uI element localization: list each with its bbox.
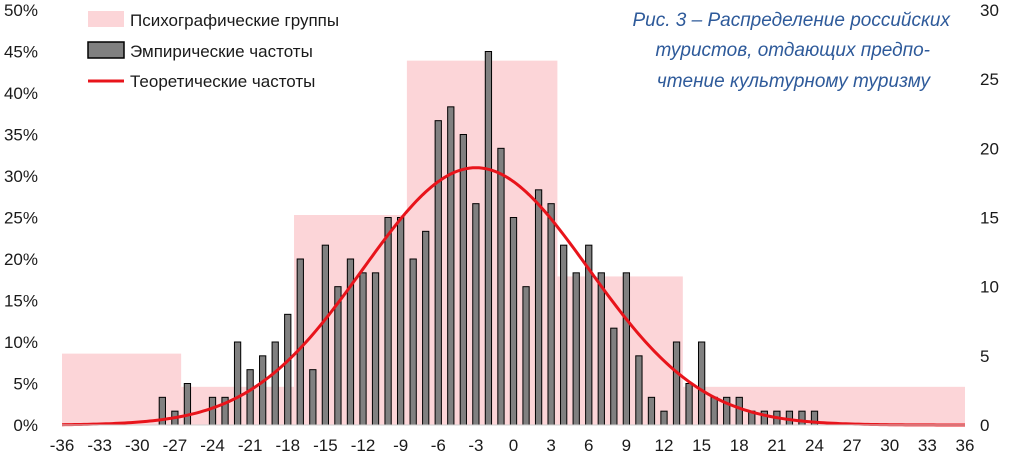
- y-left-tick-label: 10%: [4, 333, 38, 352]
- x-tick-label: -3: [468, 436, 483, 455]
- empirical-bar: [246, 369, 254, 426]
- x-tick-label: 9: [622, 436, 631, 455]
- empirical-bar: [622, 272, 631, 426]
- empirical-bar: [660, 410, 668, 426]
- empirical-bar: [509, 217, 518, 426]
- y-right-tick-label: 15: [980, 209, 999, 228]
- empirical-bar: [396, 217, 405, 426]
- empirical-bar: [422, 230, 430, 426]
- y-left-tick-label: 20%: [4, 250, 38, 269]
- empirical-bar: [359, 272, 367, 426]
- y-left-tick-label: 15%: [4, 292, 38, 311]
- y-left-tick-label: 30%: [4, 167, 38, 186]
- x-tick-label: -33: [87, 436, 112, 455]
- empirical-bar: [534, 189, 543, 426]
- empirical-bar: [434, 120, 442, 426]
- y-right-tick-label: 10: [980, 278, 999, 297]
- empirical-bar: [560, 244, 568, 426]
- y-left-tick-label: 5%: [13, 375, 38, 394]
- empirical-bar: [447, 106, 455, 426]
- legend-label-empirical: Эмпирические частоты: [130, 42, 313, 61]
- legend-swatch-groups: [88, 11, 124, 27]
- empirical-bar: [371, 272, 380, 426]
- empirical-bar: [697, 341, 706, 426]
- x-tick-label: -24: [200, 436, 225, 455]
- empirical-bar: [459, 134, 467, 426]
- x-tick-label: -15: [313, 436, 338, 455]
- x-tick-label: -30: [125, 436, 150, 455]
- y-left-tick-label: 50%: [4, 1, 38, 20]
- empirical-bar: [472, 203, 480, 426]
- empirical-bar: [208, 396, 217, 426]
- legend: Психографические группы Эмпирические час…: [87, 11, 339, 91]
- empirical-bar: [384, 217, 392, 426]
- empirical-bar: [183, 383, 192, 426]
- x-tick-label: 36: [956, 436, 975, 455]
- y-left-tick-label: 45%: [4, 43, 38, 62]
- x-tick-label: 3: [546, 436, 555, 455]
- x-tick-label: 24: [805, 436, 824, 455]
- y-right-tick-label: 20: [980, 139, 999, 158]
- x-tick-label: 12: [655, 436, 674, 455]
- y-right-tick-label: 5: [980, 347, 989, 366]
- empirical-bar: [321, 244, 330, 426]
- x-tick-label: 33: [918, 436, 937, 455]
- empirical-bar: [635, 355, 643, 426]
- x-tick-label: 30: [880, 436, 899, 455]
- x-tick-label: 15: [692, 436, 711, 455]
- x-tick-label: 27: [843, 436, 862, 455]
- empirical-bar: [284, 313, 292, 426]
- x-tick-label: -9: [393, 436, 408, 455]
- legend-swatch-empirical: [87, 41, 125, 59]
- empirical-bar: [296, 258, 304, 426]
- caption-line-1: Рис. 3 – Распределение российских: [633, 10, 952, 31]
- x-tick-label: -21: [238, 436, 263, 455]
- y-left-tick-label: 25%: [4, 209, 38, 228]
- caption-line-2: туристов, отдающих предпо-: [656, 40, 930, 61]
- empirical-bar: [597, 272, 605, 426]
- x-tick-label: 6: [584, 436, 593, 455]
- y-right-tick-label: 0: [980, 416, 989, 435]
- empirical-bar: [522, 286, 530, 426]
- empirical-bar: [735, 396, 743, 426]
- empirical-bar: [547, 203, 555, 426]
- y-left-tick-label: 40%: [4, 84, 38, 103]
- caption-line-3: чтение культурному туризму: [657, 71, 932, 92]
- x-tick-label: -6: [431, 436, 446, 455]
- y-right-tick-label: 30: [980, 1, 999, 20]
- empirical-bar: [647, 396, 656, 426]
- empirical-bar: [497, 147, 505, 426]
- empirical-bar: [798, 410, 806, 426]
- x-tick-label: -12: [351, 436, 376, 455]
- legend-label-theoretical: Теоретические частоты: [130, 72, 315, 91]
- x-tick-label: -18: [275, 436, 300, 455]
- y-left-tick-label: 0%: [13, 416, 38, 435]
- x-tick-label: 21: [767, 436, 786, 455]
- x-tick-label: 0: [509, 436, 518, 455]
- empirical-bar: [271, 341, 279, 426]
- theoretical-curve: [61, 166, 965, 427]
- theoretical-frequency-line: [61, 166, 965, 427]
- empirical-bar: [710, 396, 718, 426]
- axes: 0% 5% 10% 15% 20% 25% 30% 35% 40% 45% 50% 0 5 10 15 20 2…: [4, 1, 999, 455]
- empirical-bar: [610, 327, 618, 426]
- empirical-bar: [409, 258, 417, 426]
- empirical-bar: [233, 341, 242, 426]
- y-left-tick-label: 35%: [4, 126, 38, 145]
- y-right-tick-label: 25: [980, 70, 999, 89]
- empirical-bar: [672, 341, 681, 426]
- x-tick-label: 18: [730, 436, 749, 455]
- x-tick-label: -36: [50, 436, 75, 455]
- empirical-bar: [259, 355, 267, 426]
- group-block-3: [406, 60, 558, 425]
- x-tick-label: -27: [163, 436, 188, 455]
- empirical-frequency-bars: [158, 51, 819, 426]
- chart-caption: Рис. 3 – Распределение российских турист…: [633, 10, 952, 92]
- empirical-bar: [309, 369, 317, 426]
- empirical-bar: [572, 272, 580, 426]
- legend-label-groups: Психографические группы: [130, 11, 339, 30]
- empirical-bar: [484, 51, 493, 426]
- empirical-bar: [685, 383, 693, 426]
